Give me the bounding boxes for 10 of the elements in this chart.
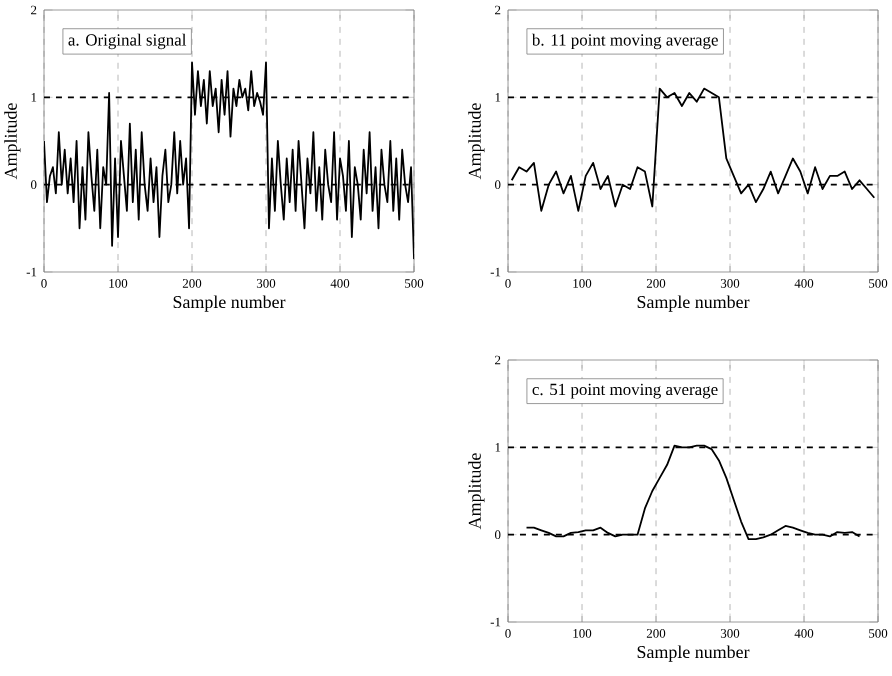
text: b. 11 point moving average (531, 33, 718, 50)
x-axis-title: Sample number (637, 645, 750, 662)
y-axis-title: Amplitude (468, 453, 485, 530)
x-axis-title: Sample number (637, 295, 750, 312)
text: c. 51 point moving average (532, 383, 718, 399)
line-series (44, 61, 415, 260)
y-axis-title: Amplitude (468, 103, 485, 180)
y-axis-title: Amplitude (4, 103, 21, 180)
x-axis-title: Sample number (173, 295, 286, 312)
text: a. Original signal (68, 33, 187, 50)
